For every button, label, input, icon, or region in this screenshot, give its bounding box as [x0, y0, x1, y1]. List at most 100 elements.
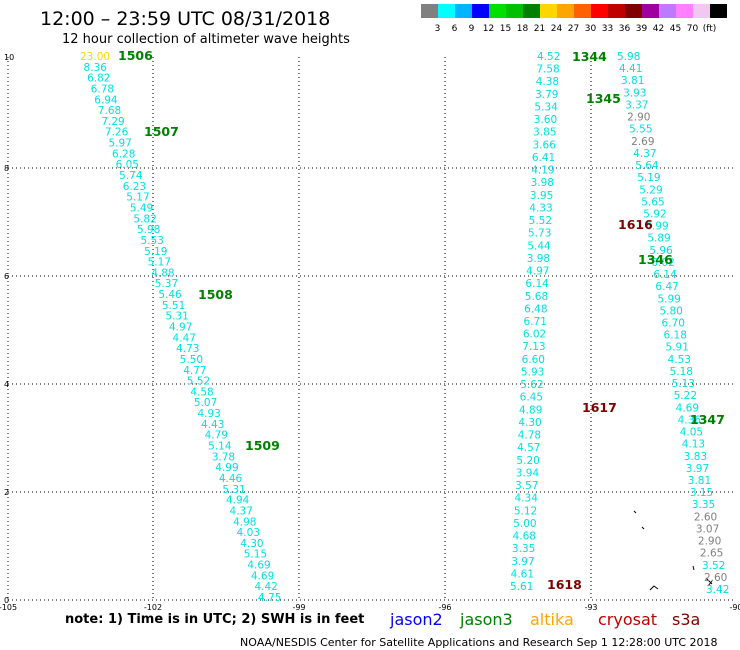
x-tick-label: -90 [729, 603, 740, 612]
wave-height-value: 7.13 [522, 341, 545, 353]
wave-height-value: 4.89 [519, 404, 542, 416]
wave-height-value: 4.57 [517, 442, 540, 454]
scale-swatch [710, 4, 727, 18]
wave-height-value: 2.60 [694, 511, 717, 523]
pass-id-label: 1506 [118, 48, 153, 63]
scale-swatch [693, 4, 710, 18]
wave-height-value: 6.02 [523, 329, 546, 341]
wave-height-value: 6.14 [653, 269, 677, 281]
map-grid [7, 57, 736, 601]
footer-credit: NOAA/NESDIS Center for Satellite Applica… [240, 636, 718, 649]
wave-height-value: 3.98 [527, 253, 550, 265]
wave-height-value: 4.36 [678, 414, 702, 426]
wave-height-value: 5.31 [222, 484, 245, 496]
wave-height-value: 3.57 [515, 480, 538, 492]
wave-height-value: 3.52 [702, 560, 725, 572]
coastline [633, 510, 713, 591]
wave-height-value: 5.07 [194, 397, 217, 409]
pass-id-label: 1617 [582, 400, 617, 415]
wave-height-value: 6.82 [87, 73, 110, 85]
y-tick-label: 8 [4, 164, 9, 173]
pass-id-label: 1509 [245, 438, 280, 453]
scale-label: 24 [550, 24, 563, 34]
wave-height-value: 6.94 [94, 94, 118, 106]
wave-height-value: 3.81 [688, 475, 711, 487]
wave-height-value: 4.42 [254, 581, 277, 593]
x-tick-label: -102 [144, 603, 162, 612]
wave-height-value: 4.30 [240, 538, 263, 550]
wave-height-value: 5.20 [516, 455, 539, 467]
wave-height-value: 2.90 [698, 536, 721, 548]
wave-height-value: 4.69 [247, 560, 270, 572]
wave-height-value: 5.37 [155, 278, 178, 290]
wave-height-value: 5.12 [514, 505, 537, 517]
scale-label: 27 [567, 24, 580, 34]
wave-height-value: 5.73 [528, 228, 551, 240]
wave-height-value: 6.23 [123, 181, 146, 193]
wave-height-value: 4.69 [676, 402, 699, 414]
wave-height-value: 5.74 [119, 170, 143, 182]
scale-swatch [523, 4, 540, 18]
wave-height-value: 5.19 [144, 246, 167, 258]
wave-height-value: 4.94 [226, 495, 250, 507]
wave-height-value: 4.93 [197, 408, 220, 420]
scale-label: 45 [669, 24, 682, 34]
wave-height-value: 3.35 [512, 543, 535, 555]
scale-label: 70 [686, 24, 699, 34]
scale-label: 9 [468, 24, 475, 34]
wave-height-value: 4.58 [190, 386, 213, 398]
x-tick-label: -99 [292, 603, 305, 612]
wave-height-value: 4.97 [526, 266, 549, 278]
scale-swatch [472, 4, 489, 18]
scale-swatch [676, 4, 693, 18]
wave-height-value: 3.95 [530, 190, 553, 202]
scale-label: 3 [434, 24, 441, 34]
wave-height-value: 5.29 [639, 184, 662, 196]
wave-height-value: 4.05 [680, 427, 703, 439]
pass-id-label: 1618 [547, 577, 582, 592]
scale-label: 33 [601, 24, 614, 34]
y-tick-label: 6 [4, 272, 9, 281]
wave-height-value: 6.28 [112, 148, 135, 160]
wave-height-value: 7.58 [536, 64, 559, 76]
legend-cryosat: cryosat [598, 610, 658, 629]
wave-height-value: 4.73 [176, 343, 199, 355]
wave-height-value: 4.77 [183, 365, 206, 377]
wave-height-value: 5.92 [643, 208, 666, 220]
scale-label: 18 [516, 24, 529, 34]
y-tick-label: 0 [4, 596, 9, 605]
scale-label: 15 [499, 24, 512, 34]
wave-height-value: 3.37 [625, 99, 648, 111]
wave-height-value: 4.30 [518, 417, 541, 429]
legend-s3a: s3a [672, 610, 701, 629]
scale-swatch [608, 4, 625, 18]
wave-height-value: 3.97 [686, 463, 709, 475]
wave-height-value: 3.94 [516, 467, 540, 479]
wave-height-value: 5.49 [130, 202, 153, 214]
pass-id-label: 1507 [144, 124, 179, 139]
scale-label: 30 [584, 24, 597, 34]
wave-height-value: 4.78 [518, 430, 541, 442]
scale-swatch [506, 4, 523, 18]
wave-height-value: 4.75 [258, 592, 281, 604]
scale-swatch [642, 4, 659, 18]
wave-height-value: 4.98 [233, 516, 256, 528]
wave-height-value: 3.66 [533, 139, 557, 151]
wave-height-value: 5.31 [165, 311, 188, 323]
wave-height-value: 3.83 [684, 451, 707, 463]
y-tick-label: 10 [4, 53, 14, 62]
wave-height-value: 5.22 [674, 390, 697, 402]
wave-height-value: 5.98 [137, 224, 160, 236]
map-subtitle: 12 hour collection of altimeter wave hei… [62, 32, 350, 47]
wave-height-value: 5.96 [649, 245, 673, 257]
wave-height-value: 4.34 [515, 493, 539, 505]
wave-height-value: 4.99 [215, 462, 238, 474]
wave-height-value: 4.37 [633, 148, 656, 160]
wave-height-value: 4.33 [529, 202, 552, 214]
wave-height-value: 6.78 [91, 83, 114, 95]
wave-height-value: 4.68 [513, 531, 536, 543]
scale-swatch [574, 4, 591, 18]
map-title: 12:00 – 23:59 UTC 08/31/2018 [40, 8, 331, 30]
wave-height-value: 4.41 [619, 63, 642, 75]
